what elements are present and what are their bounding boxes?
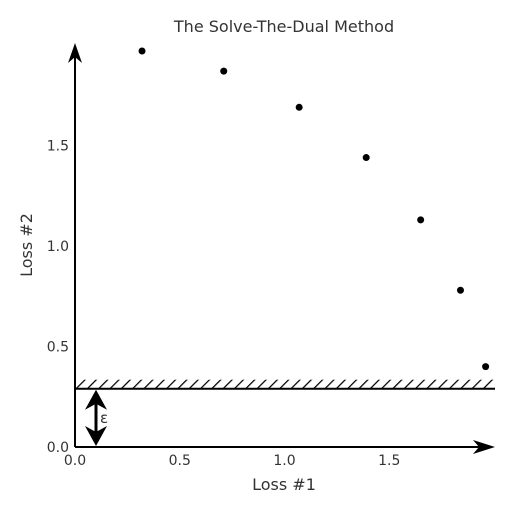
scatter-point [295, 103, 303, 111]
epsilon-arrow-head-down [85, 426, 107, 446]
scatter-point [482, 363, 490, 371]
chart-title: The Solve-The-Dual Method [173, 17, 394, 36]
x-axis-label: Loss #1 [252, 475, 316, 494]
x-tick-label: 1.0 [273, 453, 295, 469]
x-tick-label: 1.5 [378, 453, 400, 469]
scatter-point [417, 216, 425, 224]
x-tick-label: 0.5 [169, 453, 191, 469]
scatter-points-group [138, 47, 490, 371]
epsilon-arrow-head-up [85, 389, 107, 410]
y-tick-label: 1.0 [47, 239, 69, 255]
y-tick-label: 1.5 [47, 139, 69, 155]
x-tick-label: 0.0 [64, 453, 86, 469]
y-axis-label: Loss #2 [17, 213, 36, 277]
epsilon-label: ε [100, 409, 108, 427]
scatter-point [138, 47, 146, 55]
x-axis-arrow [473, 440, 495, 454]
scatter-point [362, 154, 370, 162]
constraint-hatched-region [75, 379, 495, 389]
y-tick-label: 0.5 [47, 340, 69, 356]
scatter-point [220, 67, 228, 75]
y-tick-label: 0.0 [47, 440, 69, 456]
scatter-point [456, 286, 464, 294]
y-axis-arrow [68, 43, 82, 63]
